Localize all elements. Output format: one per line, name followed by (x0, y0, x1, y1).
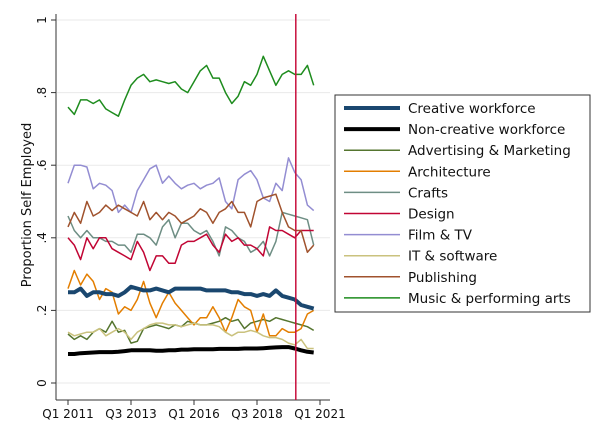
x-tick-label: Q3 2013 (105, 407, 156, 421)
axes: 0 .2 .4 .6 .8 1 Q1 2011 Q3 2013 Q1 2016 Q3 2018 Q1… (35, 14, 346, 421)
legend-label: Crafts (408, 185, 448, 201)
legend-item: Advertising & Marketing (344, 143, 571, 159)
legend-label: IT & software (408, 249, 497, 265)
legend-item: Crafts (344, 185, 448, 201)
legend-item: Publishing (344, 270, 477, 286)
y-tick-label: .8 (35, 87, 49, 98)
y-tick-label: 1 (35, 16, 49, 24)
legend-item: Film & TV (344, 228, 473, 244)
series-line-design (67, 226, 314, 272)
gridlines (57, 19, 330, 384)
y-tick-label: .2 (35, 305, 49, 316)
y-tick-label: .6 (35, 159, 49, 170)
series-lines (67, 55, 315, 356)
legend-label: Music & performing arts (408, 291, 571, 307)
legend-item: Creative workforce (344, 101, 536, 117)
x-tick-label: Q1 2011 (42, 407, 93, 421)
x-tick-label: Q3 2018 (231, 407, 282, 421)
series-line-publishing (67, 193, 315, 254)
series-line-non-creative-workforce (68, 345, 314, 356)
series-line-music-performing-arts (67, 55, 315, 117)
legend-label: Architecture (408, 164, 491, 180)
legend-item: Architecture (344, 164, 491, 180)
legend-box (334, 94, 591, 313)
x-tick-label: Q1 2021 (294, 407, 345, 421)
series-line-architecture (67, 269, 315, 337)
legend-item: IT & software (344, 249, 497, 265)
legend-item: Music & performing arts (344, 291, 571, 307)
x-tick-label: Q1 2016 (168, 407, 219, 421)
series-line-crafts (67, 211, 315, 257)
legend-item: Design (344, 207, 455, 223)
legend-label: Non-creative workforce (408, 122, 565, 138)
legend-item: Non-creative workforce (344, 122, 565, 138)
legend-label: Film & TV (408, 228, 473, 244)
legend-label: Publishing (408, 270, 477, 286)
y-tick-label: .4 (35, 232, 49, 243)
series-line-it-software (67, 322, 314, 350)
y-axis-title: Proportion Self Employed (20, 123, 35, 287)
y-tick-label: 0 (35, 379, 49, 387)
legend-label: Creative workforce (408, 101, 536, 117)
legend-label: Advertising & Marketing (408, 143, 571, 159)
series-line-creative-workforce (68, 284, 315, 311)
legend-label: Design (408, 207, 455, 223)
series-line-film-tv (67, 157, 315, 214)
legend: Creative workforce Non-creative workforce… (334, 94, 591, 313)
